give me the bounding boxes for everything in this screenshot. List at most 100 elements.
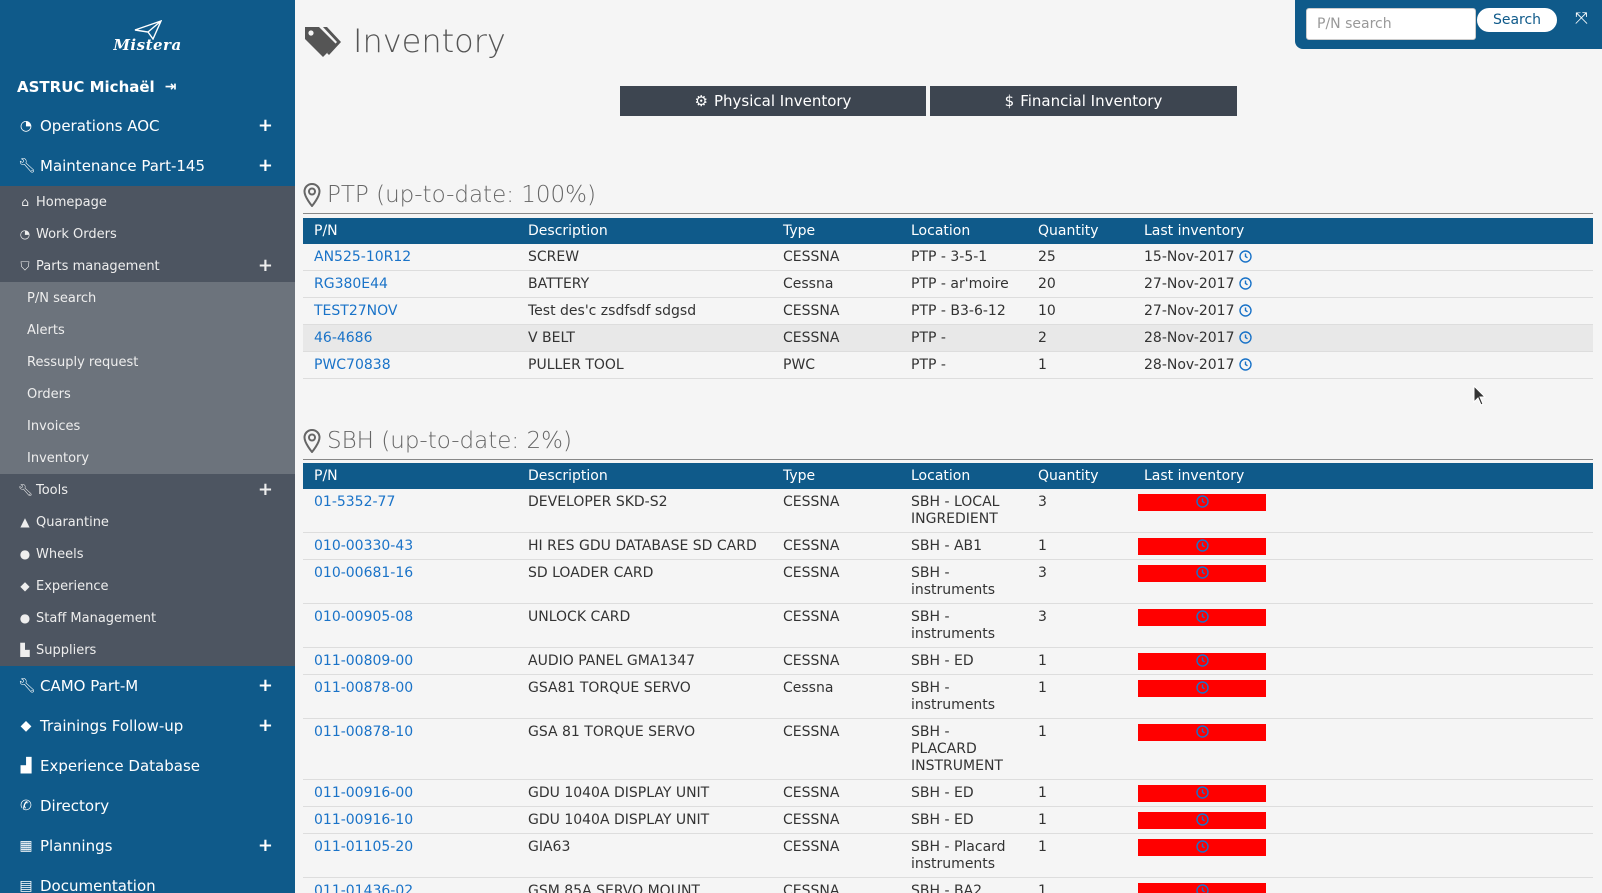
pn-link[interactable]: 011-01105-20 — [314, 839, 414, 855]
pn-link[interactable]: 011-01436-02 — [314, 883, 414, 893]
table-row[interactable]: 011-01436-02 GSM 85A SERVO MOUNT CESSNA SBH… — [303, 877, 1593, 893]
pn-link[interactable]: TEST27NOV — [314, 303, 398, 319]
clock-icon[interactable] — [1195, 813, 1209, 826]
pn-link[interactable]: 011-00916-00 — [314, 785, 414, 801]
user-name[interactable]: ASTRUC Michaël ⇥ — [0, 68, 295, 106]
menu-experience-database[interactable]: ▟ Experience Database — [0, 746, 295, 786]
col-header-type[interactable]: Type — [772, 463, 900, 489]
clock-icon[interactable] — [1195, 725, 1209, 738]
physical-inventory-button[interactable]: ⚙ Physical Inventory — [620, 86, 926, 116]
table-row[interactable]: 011-00916-10 GDU 1040A DISPLAY UNIT CESSNA… — [303, 806, 1593, 834]
sidebar-item-homepage[interactable]: ⌂ Homepage — [0, 186, 295, 218]
clock-icon[interactable] — [1195, 654, 1209, 667]
table-row[interactable]: 01-5352-77 DEVELOPER SKD-S2 CESSNA SBH - LO… — [303, 489, 1593, 533]
pn-link[interactable]: 46-4686 — [314, 330, 373, 346]
cell-description: GSA81 TORQUE SERVO — [517, 674, 772, 719]
expand-plus-icon[interactable]: + — [257, 835, 273, 856]
table-row[interactable]: 46-4686 V BELT CESSNA PTP -2 28-Nov-2017 — [303, 324, 1593, 352]
clock-icon[interactable] — [1195, 681, 1209, 694]
clock-icon[interactable] — [1238, 250, 1252, 263]
sidebar-item-invoices[interactable]: Invoices — [27, 418, 81, 434]
col-header-last-inventory[interactable]: Last inventory — [1133, 463, 1277, 489]
table-row[interactable]: 010-00905-08 UNLOCK CARD CESSNA SBH - instr… — [303, 603, 1593, 648]
col-header-type[interactable]: Type — [772, 218, 900, 244]
table-row[interactable]: 010-00681-16 SD LOADER CARD CESSNA SBH - in… — [303, 559, 1593, 604]
sidebar-item-inventory[interactable]: Inventory — [27, 450, 90, 466]
expand-plus-icon[interactable]: + — [257, 115, 273, 136]
menu-directory[interactable]: ✆ Directory — [0, 786, 295, 826]
logout-icon[interactable]: ⇥ — [164, 79, 177, 95]
logo[interactable]: Mistera — [0, 0, 295, 68]
clock-icon[interactable] — [1238, 304, 1252, 317]
sidebar-item-staff-management[interactable]: ● Staff Management — [0, 602, 295, 634]
clock-icon[interactable] — [1238, 331, 1252, 344]
menu-camo-part-m[interactable]: 🔧︎ CAMO Part-M + — [0, 666, 295, 706]
col-header-pn[interactable]: P/N — [303, 463, 517, 489]
fullscreen-icon[interactable]: ⤧ — [1575, 8, 1588, 27]
clock-icon[interactable] — [1195, 539, 1209, 552]
table-row[interactable]: PWC70838 PULLER TOOL PWC PTP -1 28-Nov-2017 — [303, 351, 1593, 379]
pn-link[interactable]: 011-00809-00 — [314, 653, 414, 669]
pn-link[interactable]: 01-5352-77 — [314, 494, 396, 510]
sidebar-item-wheels[interactable]: ● Wheels — [0, 538, 295, 570]
table-row[interactable]: AN525-10R12 SCREW CESSNA PTP - 3-5-1 25 15-No… — [303, 244, 1593, 271]
col-header-last-inventory[interactable]: Last inventory — [1133, 218, 1273, 244]
expand-plus-icon[interactable]: + — [257, 155, 273, 176]
clock-icon[interactable] — [1195, 884, 1209, 893]
col-header-location[interactable]: Location — [900, 218, 1027, 244]
sidebar-item-ressuply-request[interactable]: Ressuply request — [27, 354, 139, 370]
sidebar-item-quarantine[interactable]: ▲ Quarantine — [0, 506, 295, 538]
search-button[interactable]: Search — [1476, 7, 1558, 33]
clock-icon[interactable] — [1238, 358, 1252, 371]
menu-documentation[interactable]: ▤ Documentation — [0, 866, 295, 893]
pn-link[interactable]: 010-00681-16 — [314, 565, 414, 581]
financial-inventory-button[interactable]: $ Financial Inventory — [930, 86, 1237, 116]
clock-icon[interactable] — [1195, 495, 1209, 508]
pn-link[interactable]: 011-00916-10 — [314, 812, 414, 828]
table-row[interactable]: RG380E44 BATTERY Cessna PTP - ar'moire 20 27-… — [303, 270, 1593, 298]
pn-link[interactable]: PWC70838 — [314, 357, 391, 373]
col-header-description[interactable]: Description — [517, 218, 772, 244]
col-header-quantity[interactable]: Quantity — [1027, 218, 1133, 244]
clock-icon[interactable] — [1195, 610, 1209, 623]
table-row[interactable]: TEST27NOV Test des'c zsdfsdf sdgsd CESSNA P… — [303, 297, 1593, 325]
sidebar-item-suppliers[interactable]: ▙ Suppliers — [0, 634, 295, 666]
clock-icon[interactable] — [1195, 786, 1209, 799]
sidebar-item-orders[interactable]: Orders — [27, 386, 71, 402]
menu-maintenance-part-145[interactable]: 🔧︎ Maintenance Part-145 + — [0, 146, 295, 186]
expand-plus-icon[interactable]: + — [257, 479, 273, 500]
table-row[interactable]: 011-00809-00 AUDIO PANEL GMA1347 CESSNA SBH… — [303, 647, 1593, 675]
table-row[interactable]: 011-00878-10 GSA 81 TORQUE SERVO CESSNA SBH… — [303, 718, 1593, 780]
table-row[interactable]: 010-00330-43 HI RES GDU DATABASE SD CARD C… — [303, 532, 1593, 560]
pn-link[interactable]: AN525-10R12 — [314, 249, 412, 265]
col-header-description[interactable]: Description — [517, 463, 772, 489]
pn-link[interactable]: 010-00905-08 — [314, 609, 414, 625]
expand-plus-icon[interactable]: + — [257, 255, 273, 276]
sidebar-item-work-orders[interactable]: ◔ Work Orders — [0, 218, 295, 250]
table-row[interactable]: 011-00916-00 GDU 1040A DISPLAY UNIT CESSNA… — [303, 779, 1593, 807]
col-header-quantity[interactable]: Quantity — [1027, 463, 1133, 489]
pn-link[interactable]: 010-00330-43 — [314, 538, 414, 554]
expand-plus-icon[interactable]: + — [257, 675, 273, 696]
col-header-location[interactable]: Location — [900, 463, 1027, 489]
pn-link[interactable]: RG380E44 — [314, 276, 388, 292]
clock-icon[interactable] — [1238, 277, 1252, 290]
sidebar-item-pn-search[interactable]: P/N search — [27, 290, 97, 306]
pn-link[interactable]: 011-00878-10 — [314, 724, 414, 740]
sidebar-item-parts-management[interactable]: ⛉ Parts management + — [0, 250, 295, 282]
pn-link[interactable]: 011-00878-00 — [314, 680, 414, 696]
col-header-pn[interactable]: P/N — [303, 218, 517, 244]
menu-operations-aoc[interactable]: ◔ Operations AOC + — [0, 106, 295, 146]
expand-plus-icon[interactable]: + — [257, 715, 273, 736]
sidebar-item-tools[interactable]: 🔧︎ Tools + — [0, 474, 295, 506]
sidebar-item-alerts[interactable]: Alerts — [27, 322, 65, 338]
table-row[interactable]: 011-00878-00 GSA81 TORQUE SERVO Cessna SBH … — [303, 674, 1593, 719]
clock-icon[interactable] — [1195, 840, 1209, 853]
sidebar-item-experience[interactable]: ◆ Experience — [0, 570, 295, 602]
cell-location: SBH - instruments — [900, 674, 1027, 719]
pn-search-input[interactable] — [1306, 8, 1476, 40]
table-row[interactable]: 011-01105-20 GIA63 CESSNA SBH - Placard ins… — [303, 833, 1593, 878]
menu-plannings[interactable]: ▦ Plannings + — [0, 826, 295, 866]
clock-icon[interactable] — [1195, 566, 1209, 579]
menu-trainings-follow-up[interactable]: ◆ Trainings Follow-up + — [0, 706, 295, 746]
